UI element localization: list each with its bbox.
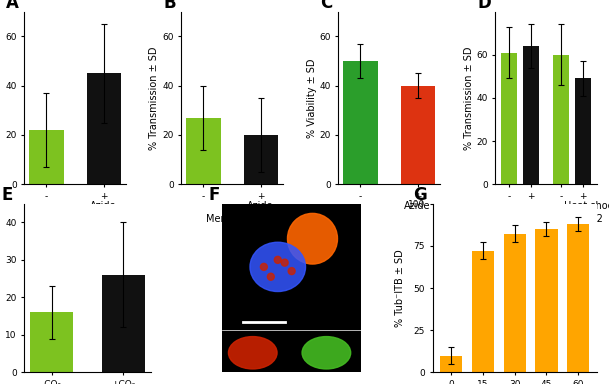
Text: Experiment 1: Experiment 1 bbox=[488, 214, 554, 224]
Text: Membrane: Membrane bbox=[206, 214, 258, 224]
Bar bbox=[523, 46, 540, 184]
Text: F: F bbox=[208, 186, 220, 204]
Circle shape bbox=[267, 273, 274, 280]
Bar bbox=[575, 78, 591, 184]
Bar bbox=[222, 204, 361, 330]
Text: G: G bbox=[413, 186, 427, 204]
Bar bbox=[472, 251, 494, 372]
Bar bbox=[440, 356, 462, 372]
Bar bbox=[567, 224, 590, 372]
Text: Azide: Azide bbox=[90, 200, 117, 210]
Text: E: E bbox=[2, 186, 13, 204]
Bar bbox=[504, 234, 526, 372]
Text: D: D bbox=[477, 0, 491, 12]
Bar bbox=[29, 130, 63, 184]
Ellipse shape bbox=[228, 336, 277, 369]
Bar bbox=[401, 86, 435, 184]
Text: C: C bbox=[320, 0, 333, 12]
Text: Experiment 2: Experiment 2 bbox=[537, 214, 602, 224]
Text: Azide: Azide bbox=[247, 200, 273, 210]
Bar bbox=[553, 55, 569, 184]
Y-axis label: % Transmission ± SD: % Transmission ± SD bbox=[0, 236, 2, 340]
Bar bbox=[222, 333, 284, 372]
Bar bbox=[86, 73, 121, 184]
Y-axis label: % Transmission ± SD: % Transmission ± SD bbox=[0, 46, 2, 150]
Bar bbox=[535, 229, 558, 372]
Circle shape bbox=[288, 268, 295, 275]
Circle shape bbox=[287, 214, 337, 264]
Bar bbox=[501, 53, 518, 184]
Bar bbox=[186, 118, 220, 184]
Text: A: A bbox=[6, 0, 19, 12]
Text: Azide: Azide bbox=[404, 200, 431, 210]
Text: Heat shock: Heat shock bbox=[565, 200, 609, 210]
Bar bbox=[343, 61, 378, 184]
Circle shape bbox=[261, 263, 267, 270]
Bar bbox=[30, 313, 73, 372]
Y-axis label: % Transmission ± SD: % Transmission ± SD bbox=[463, 46, 474, 150]
Y-axis label: % Transmission ± SD: % Transmission ± SD bbox=[149, 46, 160, 150]
Bar bbox=[244, 135, 278, 184]
Ellipse shape bbox=[250, 242, 306, 291]
Bar bbox=[102, 275, 145, 372]
Y-axis label: % Viability ± SD: % Viability ± SD bbox=[306, 58, 317, 138]
Circle shape bbox=[274, 257, 281, 263]
Y-axis label: % Tub⁻ITB ± SD: % Tub⁻ITB ± SD bbox=[395, 249, 405, 327]
Text: B: B bbox=[163, 0, 176, 12]
Text: Protoplasts: Protoplasts bbox=[48, 214, 102, 224]
Bar bbox=[292, 333, 361, 372]
Circle shape bbox=[281, 259, 288, 266]
Ellipse shape bbox=[302, 336, 351, 369]
